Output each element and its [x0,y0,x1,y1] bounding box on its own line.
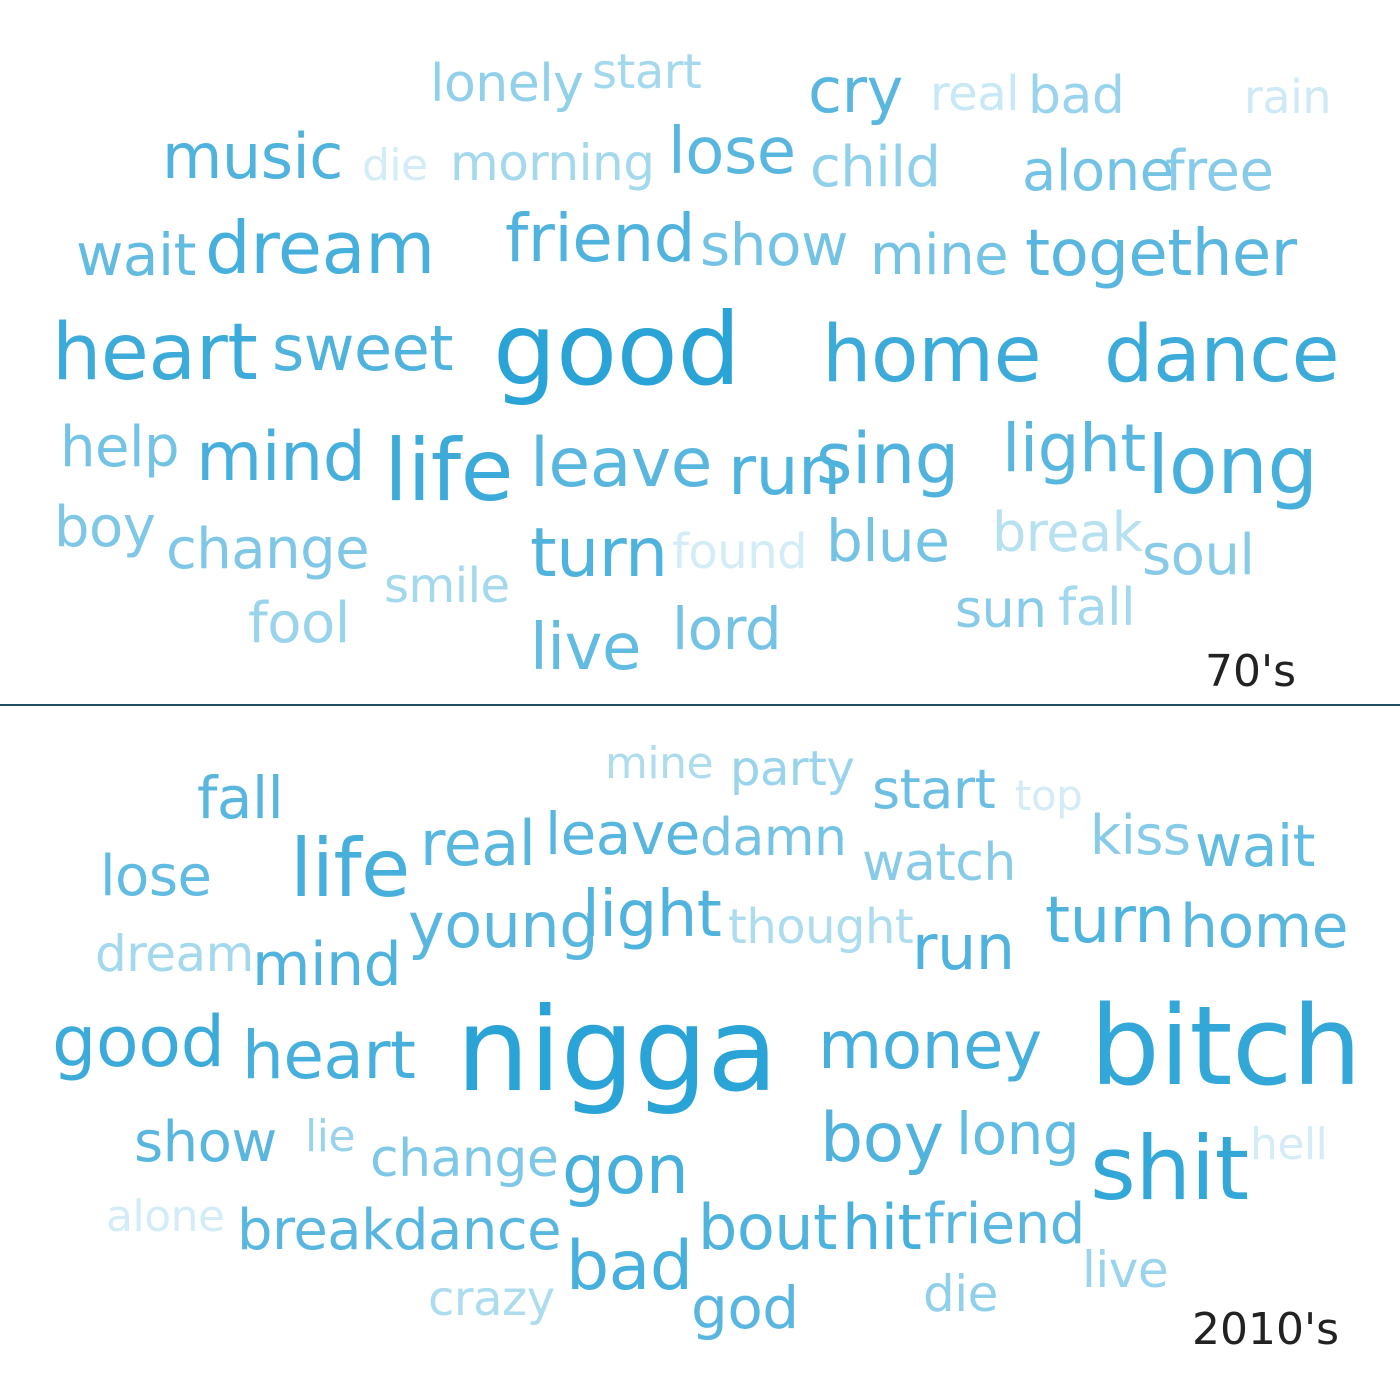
word-rain: rain [1244,70,1332,124]
word-real: real [930,66,1019,122]
word-watch: watch [862,833,1016,893]
era-label-70s: 70's [1205,646,1297,697]
word-together: together [1025,217,1297,291]
word-friend: friend [924,1192,1085,1257]
word-heart: heart [242,1017,416,1094]
word-run: run [912,911,1015,984]
word-good: good [52,1001,225,1083]
word-music: music [162,120,343,193]
word-dream: dream [205,206,435,290]
word-dance: dance [1104,310,1340,400]
word-run: run [728,432,841,511]
word-live: live [530,611,641,685]
wordcloud-70s: lonely start cry real bad rain music die morning… [52,44,1340,697]
word-friend: friend [505,200,696,277]
word-dance: dance [393,1198,562,1263]
word-sun: sun [955,580,1047,640]
word-party: party [730,741,855,797]
word-alone: alone [1022,139,1174,204]
word-home: home [1180,892,1349,962]
word-boy: boy [54,495,156,560]
word-show: show [134,1110,277,1175]
word-change: change [166,517,370,582]
word-damn: damn [700,808,847,868]
word-soul: soul [1142,523,1255,588]
word-shit: shit [1090,1117,1249,1220]
word-mine: mine [605,738,714,789]
word-bitch: bitch [1090,982,1362,1110]
word-life: life [384,421,513,521]
word-start: start [592,44,702,100]
word-smile: smile [384,558,510,614]
word-wait: wait [1195,812,1315,880]
word-help: help [60,415,180,480]
word-long: long [1147,419,1318,512]
word-dream: dream [95,925,254,983]
word-nigga: nigga [456,983,778,1118]
word-bad: bad [1028,66,1125,126]
word-home: home [822,310,1042,400]
word-child: child [810,135,941,200]
word-heart: heart [52,308,258,398]
word-good: good [493,291,741,408]
word-crazy: crazy [428,1271,555,1327]
era-label-2010s: 2010's [1192,1304,1339,1355]
word-real: real [420,807,536,880]
word-money: money [818,1007,1042,1084]
word-bad: bad [566,1227,693,1306]
word-cry: cry [808,54,903,127]
word-mine: mine [870,223,1009,288]
word-alone: alone [106,1191,225,1242]
panel-divider [0,704,1400,706]
word-bout: bout [698,1191,837,1264]
word-leave: leave [545,800,700,868]
word-free: free [1165,139,1274,204]
word-long: long [956,1100,1080,1168]
word-mind: mind [196,418,366,497]
word-boy: boy [820,1099,944,1178]
word-sweet: sweet [272,312,454,385]
word-kiss: kiss [1090,804,1191,867]
word-hell: hell [1250,1119,1328,1170]
word-fall: fall [197,764,284,832]
word-gon: gon [562,1131,689,1210]
word-live: live [1082,1241,1169,1299]
word-lonely: lonely [430,54,584,114]
word-lie: lie [305,1111,356,1162]
wordcloud-2010s: mine party fall start top life real leave damn ki… [0,707,1400,1400]
word-start: start [872,758,996,821]
word-show: show [700,211,848,279]
word-lord: lord [672,595,782,663]
word-lose: lose [668,115,796,189]
word-hit: hit [842,1191,922,1264]
word-wait: wait [76,221,196,289]
word-turn: turn [1045,884,1175,958]
word-change: change [370,1129,559,1189]
word-mind: mind [252,930,402,1000]
word-life: life [290,822,410,915]
word-sing: sing [816,418,959,500]
word-young: young [408,889,599,962]
word-lose: lose [100,844,212,909]
word-turn: turn [530,514,668,593]
word-blue: blue [826,507,950,575]
word-thought: thought [728,899,914,955]
word-fool: fool [248,591,350,656]
word-god: god [691,1274,799,1342]
word-morning: morning [450,134,655,192]
word-die: die [923,1265,998,1323]
word-fall: fall [1058,578,1136,638]
word-die: die [362,140,428,191]
word-light: light [1002,410,1146,487]
word-leave: leave [530,424,712,503]
word-light: light [582,878,722,952]
word-break: break [992,501,1143,564]
word-top: top [1015,771,1083,820]
word-break: break [237,1198,394,1263]
word-found: found [672,524,808,580]
